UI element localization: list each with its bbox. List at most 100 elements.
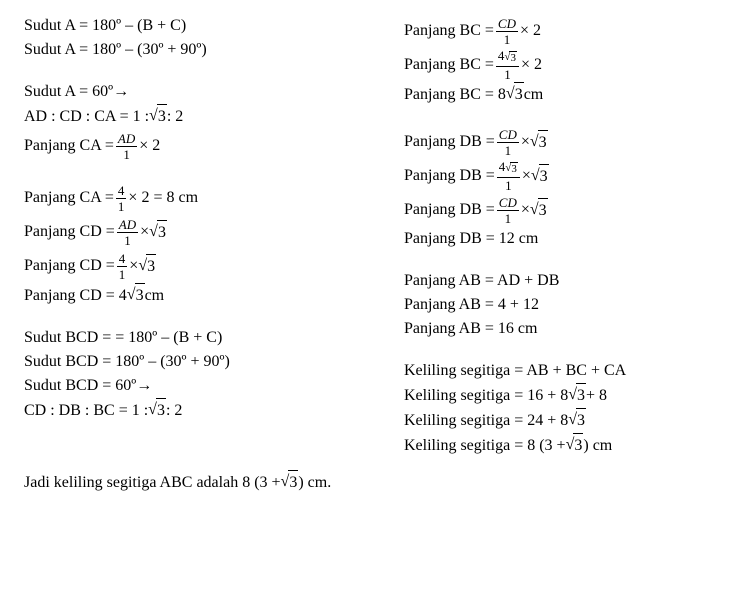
sqrt-icon: √3 (138, 254, 156, 279)
panjang-bc-3: Panjang BC = 8 √3 cm (404, 82, 744, 107)
radicand: 3 (539, 164, 549, 189)
denominator: 1 (122, 233, 133, 247)
numerator: CD (496, 17, 518, 32)
radicand: 3 (576, 383, 586, 408)
text: Sudut A = 60º (24, 80, 113, 104)
text: cm (145, 284, 165, 308)
panjang-bc-2: Panjang BC = 4√3 1 × 2 (404, 48, 744, 82)
columns: Sudut A = 180º – (B + C) Sudut A = 180º … (24, 14, 746, 458)
sudut-bcd-3: Sudut BCD = 60º → (24, 374, 394, 398)
text: × 2 (520, 19, 541, 43)
numerator: 4√3 (497, 160, 520, 178)
panjang-ab-2: Panjang AB = 4 + 12 (404, 293, 744, 317)
sqrt-icon: √3 (531, 164, 549, 189)
sqrt-icon: √3 (530, 198, 548, 223)
panjang-db-1: Panjang DB = CD 1 × √3 (404, 125, 744, 159)
numerator: 4√3 (496, 49, 519, 67)
text: Panjang DB = 12 cm (404, 227, 538, 251)
sqrt-icon: √3 (568, 408, 586, 433)
text: AD : CD : CA = 1 : (24, 105, 149, 129)
panjang-cd-3: Panjang CD = 4 √3 cm (24, 283, 394, 308)
denominator: 1 (502, 32, 513, 46)
right-column: Panjang BC = CD 1 × 2 Panjang BC = 4√3 1… (404, 14, 744, 458)
radicand: 3 (573, 433, 583, 458)
text: Panjang DB = (404, 164, 495, 188)
keliling-4: Keliling segitiga = 8 (3 + √3 ) cm (404, 433, 744, 458)
text: × 2 (521, 53, 542, 77)
text: Panjang DB = (404, 198, 495, 222)
text: Panjang CD = 4 (24, 284, 127, 308)
radicand: 3 (514, 82, 524, 107)
radicand: 3 (538, 130, 548, 155)
text: Panjang CD = (24, 254, 115, 278)
text: Panjang AB = 4 + 12 (404, 293, 539, 317)
denominator: 1 (121, 147, 132, 161)
text: Panjang AB = 16 cm (404, 317, 537, 341)
sudut-a-result: Sudut A = 60º → (24, 80, 394, 104)
panjang-db-3: Panjang DB = CD 1 × √3 (404, 193, 744, 227)
fraction: AD 1 (116, 132, 137, 161)
numerator: CD (497, 128, 519, 143)
text: ) cm (583, 434, 612, 458)
sudut-bcd-2: Sudut BCD = 180º – (30º + 90º) (24, 350, 394, 374)
panjang-cd-2: Panjang CD = 4 1 × √3 (24, 249, 394, 283)
text: × (522, 164, 531, 188)
sqrt-icon: √3 (505, 162, 518, 176)
text: Panjang CD = (24, 220, 115, 244)
text: × 2 = 8 cm (128, 186, 198, 210)
radicand: 3 (146, 254, 156, 279)
denominator: 1 (503, 211, 514, 225)
text: × (129, 254, 138, 278)
text: cm (524, 83, 544, 107)
arrow-icon: → (136, 374, 152, 398)
text: ) cm. (298, 471, 331, 495)
panjang-cd-1: Panjang CD = AD 1 × √3 (24, 215, 394, 249)
keliling-2: Keliling segitiga = 16 + 8 √3 + 8 (404, 383, 744, 408)
sqrt-icon: √3 (148, 398, 166, 423)
denominator: 1 (117, 267, 128, 281)
numerator: CD (497, 196, 519, 211)
text: Sudut BCD = 180º – (30º + 90º) (24, 350, 230, 374)
radicand: 3 (156, 398, 166, 423)
numerator: 4 (117, 252, 128, 267)
sqrt-icon: √3 (149, 220, 167, 245)
radicand: 3 (510, 162, 518, 176)
denominator: 1 (502, 67, 513, 81)
math-worksheet: Sudut A = 180º – (B + C) Sudut A = 180º … (0, 0, 746, 598)
text: + 8 (586, 384, 607, 408)
panjang-ca-1: Panjang CA = AD 1 × 2 (24, 129, 394, 163)
text: Jadi keliling segitiga ABC adalah 8 (3 + (24, 471, 281, 495)
denominator: 1 (116, 199, 127, 213)
fraction: 4√3 1 (496, 49, 519, 81)
sqrt-icon: √3 (530, 130, 548, 155)
denominator: 1 (503, 178, 514, 192)
text: × (521, 130, 530, 154)
text: Sudut A = 180º – (30º + 90º) (24, 38, 207, 62)
panjang-ca-2: Panjang CA = 4 1 × 2 = 8 cm (24, 181, 394, 215)
text: : 2 (167, 105, 183, 129)
radicand: 3 (538, 198, 548, 223)
keliling-1: Keliling segitiga = AB + BC + CA (404, 359, 744, 383)
radicand: 3 (576, 408, 586, 433)
text: CD : DB : BC = 1 : (24, 399, 148, 423)
sqrt-icon: √3 (149, 104, 167, 129)
text: Panjang AB = AD + DB (404, 269, 559, 293)
text: × 2 (139, 134, 160, 158)
radicand: 3 (288, 470, 298, 495)
text: Keliling segitiga = 24 + 8 (404, 409, 568, 433)
panjang-db-4: Panjang DB = 12 cm (404, 227, 744, 251)
text: × (140, 220, 149, 244)
fraction: CD 1 (497, 196, 519, 225)
fraction: CD 1 (497, 128, 519, 157)
sudut-a-eq2: Sudut A = 180º – (30º + 90º) (24, 38, 394, 62)
fraction: AD 1 (117, 218, 138, 247)
sqrt-icon: √3 (506, 82, 524, 107)
text: Keliling segitiga = 16 + 8 (404, 384, 568, 408)
text: Keliling segitiga = AB + BC + CA (404, 359, 626, 383)
panjang-ab-1: Panjang AB = AD + DB (404, 269, 744, 293)
text: × (521, 198, 530, 222)
numerator: 4 (116, 184, 127, 199)
keliling-3: Keliling segitiga = 24 + 8 √3 (404, 408, 744, 433)
text: Panjang BC = (404, 53, 494, 77)
text: Panjang DB = (404, 130, 495, 154)
